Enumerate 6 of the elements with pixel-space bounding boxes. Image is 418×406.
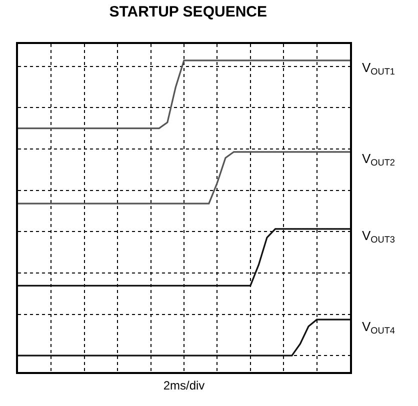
x-axis-title: 2ms/div [163,378,205,392]
chart-title: STARTUP SEQUENCE [109,4,268,21]
series-label: V$_{OUT3}$ [362,228,395,245]
series-label: V$_{OUT4}$ [362,319,395,336]
series-label: V$_{OUT2}$ [362,151,395,168]
series-label: V$_{OUT1}$ [362,60,395,77]
